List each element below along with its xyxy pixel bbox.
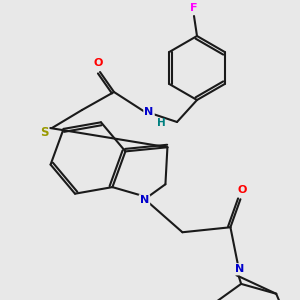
Text: S: S: [40, 125, 48, 139]
Text: O: O: [238, 185, 247, 195]
Text: N: N: [235, 264, 244, 274]
Text: N: N: [140, 195, 149, 205]
Text: O: O: [93, 58, 103, 68]
Text: H: H: [157, 118, 165, 128]
Text: N: N: [144, 107, 154, 117]
Text: F: F: [190, 3, 198, 13]
